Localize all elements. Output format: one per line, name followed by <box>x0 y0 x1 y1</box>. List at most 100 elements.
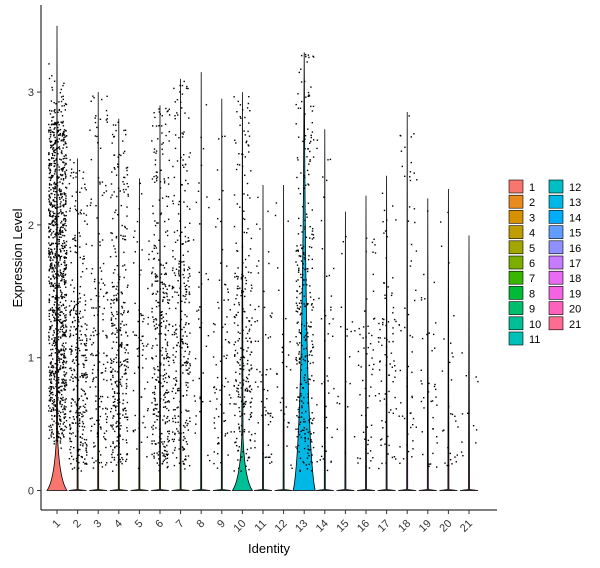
data-point <box>106 337 108 339</box>
data-point <box>153 452 155 454</box>
data-point <box>180 101 182 103</box>
data-point <box>51 262 53 264</box>
data-point <box>306 61 308 63</box>
data-point <box>126 182 128 185</box>
data-point <box>300 260 303 262</box>
violin-4 <box>109 118 128 491</box>
data-point <box>224 419 227 422</box>
data-point <box>63 361 66 363</box>
data-point <box>248 145 250 147</box>
data-point <box>58 124 60 126</box>
data-point <box>54 183 57 185</box>
data-point <box>106 291 108 294</box>
data-point <box>56 297 58 299</box>
x-tick-label: 21 <box>458 518 475 535</box>
data-point <box>243 429 246 431</box>
data-point <box>69 427 72 430</box>
data-point <box>57 332 59 335</box>
data-point <box>236 111 238 113</box>
data-point <box>312 361 314 364</box>
data-point <box>55 256 57 259</box>
data-point <box>51 414 53 417</box>
data-point <box>328 357 330 359</box>
data-point <box>82 363 84 365</box>
data-point <box>126 378 128 381</box>
data-point <box>333 387 335 390</box>
data-point <box>53 404 55 406</box>
data-point <box>51 266 53 269</box>
data-point <box>84 374 86 377</box>
data-point <box>142 345 145 347</box>
data-point <box>51 344 54 346</box>
data-point <box>234 441 236 444</box>
data-point <box>304 305 307 307</box>
data-point <box>160 438 162 440</box>
data-point <box>155 125 158 127</box>
data-point <box>57 387 60 389</box>
data-point <box>59 158 61 160</box>
data-point <box>302 387 304 389</box>
data-point <box>173 272 176 274</box>
data-point <box>250 401 252 403</box>
data-point <box>119 428 121 430</box>
data-point <box>383 398 386 400</box>
data-point <box>112 217 114 220</box>
data-point <box>63 436 65 438</box>
data-point <box>299 306 302 308</box>
data-point <box>392 412 394 414</box>
data-point <box>140 339 142 342</box>
data-point <box>398 415 400 417</box>
data-point <box>237 388 239 390</box>
data-point <box>179 287 181 289</box>
data-point <box>53 123 56 126</box>
data-point <box>371 334 373 337</box>
data-point <box>62 84 64 87</box>
data-point <box>60 251 62 253</box>
data-point <box>78 232 80 234</box>
data-point <box>304 334 307 337</box>
data-point <box>51 271 53 273</box>
data-point <box>166 353 169 355</box>
data-point <box>152 392 154 394</box>
data-point <box>160 362 162 364</box>
data-point <box>151 285 153 287</box>
data-point <box>73 309 75 311</box>
data-point <box>311 303 313 305</box>
data-point <box>57 377 60 379</box>
data-point <box>51 429 53 431</box>
data-point <box>264 414 267 416</box>
data-point <box>153 367 155 369</box>
data-point <box>53 378 55 380</box>
data-point <box>75 176 77 178</box>
data-point <box>54 171 56 173</box>
data-point <box>54 187 57 189</box>
data-point <box>79 330 81 332</box>
data-point <box>86 445 88 447</box>
legend-label-1: 1 <box>529 182 535 194</box>
data-point <box>179 424 181 427</box>
data-point <box>64 260 66 262</box>
data-point <box>301 344 303 347</box>
data-point <box>75 172 77 174</box>
data-point <box>54 312 57 314</box>
data-point <box>174 118 176 120</box>
data-point <box>51 252 54 254</box>
data-point <box>105 418 108 421</box>
data-point <box>175 329 177 331</box>
data-point <box>110 358 112 360</box>
data-point <box>249 413 252 416</box>
data-point <box>62 247 64 250</box>
data-point <box>63 250 65 252</box>
data-point <box>440 245 443 247</box>
data-point <box>50 162 53 165</box>
data-point <box>138 367 140 369</box>
data-point <box>120 461 122 463</box>
data-point <box>309 142 311 144</box>
data-point <box>160 325 163 328</box>
data-point <box>127 310 129 312</box>
data-point <box>159 361 161 364</box>
data-point <box>159 433 161 435</box>
data-point <box>84 354 86 356</box>
data-point <box>56 274 58 277</box>
data-point <box>304 176 306 179</box>
